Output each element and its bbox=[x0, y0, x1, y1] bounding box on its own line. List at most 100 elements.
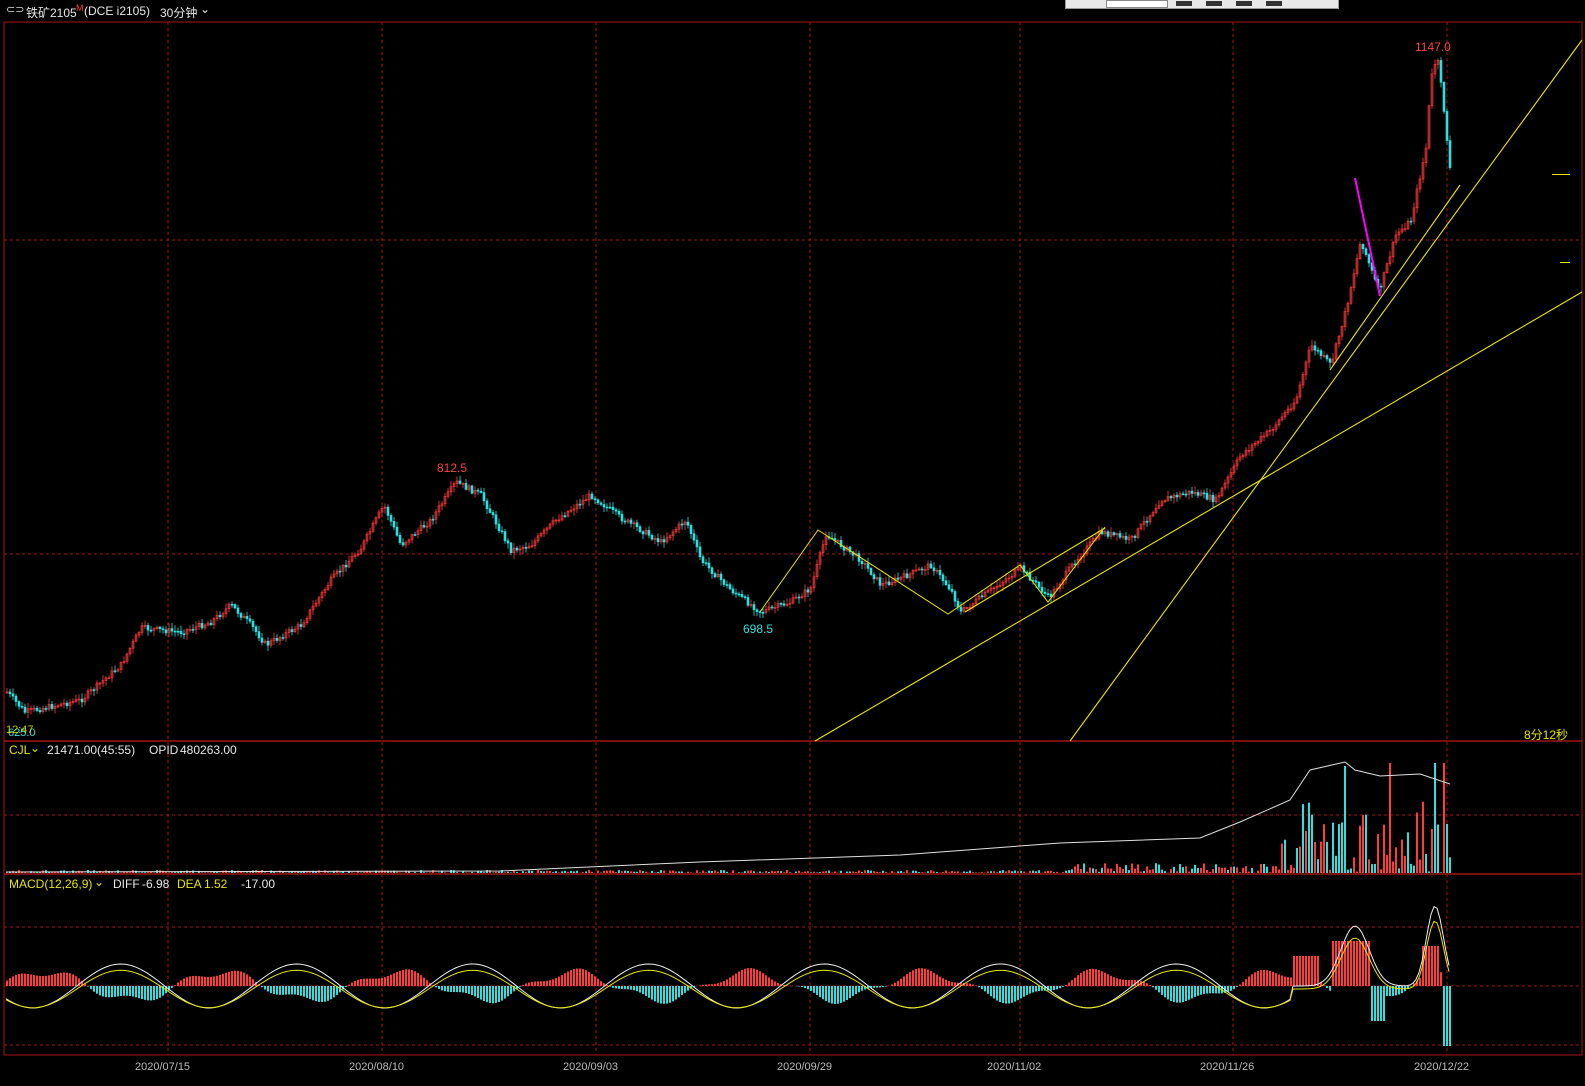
chart-link-icon[interactable]: ⊂⊃ bbox=[6, 4, 25, 16]
volume-bar bbox=[294, 871, 296, 873]
exchange-code: (DCE i2105) bbox=[84, 4, 151, 18]
toolbox-tool-1-icon[interactable] bbox=[1176, 1, 1192, 6]
candle-body bbox=[635, 522, 639, 528]
macd-histogram-bar bbox=[1098, 970, 1100, 986]
candle-body bbox=[1169, 496, 1173, 499]
volume-bar bbox=[804, 871, 806, 873]
macd-histogram-bar bbox=[1275, 973, 1277, 986]
volume-bar bbox=[1176, 871, 1178, 873]
macd-histogram-bar bbox=[654, 986, 656, 1002]
macd-histogram-bar bbox=[1119, 979, 1121, 986]
curve-support-trendline[interactable] bbox=[1329, 184, 1461, 371]
macd-histogram-bar bbox=[879, 986, 881, 988]
volume-bar bbox=[783, 872, 785, 873]
macd-histogram-bar bbox=[705, 984, 707, 986]
channel-line[interactable] bbox=[964, 527, 1106, 613]
macd-histogram-bar bbox=[1389, 986, 1391, 997]
drawing-toolbox[interactable] bbox=[1065, 0, 1339, 9]
diff-label: DIFF bbox=[113, 877, 140, 891]
volume-bar bbox=[1101, 867, 1103, 873]
macd-histogram-bar bbox=[1422, 946, 1424, 986]
macd-histogram-bar bbox=[660, 986, 662, 1004]
volume-bar bbox=[1359, 825, 1361, 873]
candle-body bbox=[11, 693, 15, 697]
candle-body bbox=[176, 630, 180, 633]
instrument-name[interactable]: 铁矿2105 bbox=[26, 6, 77, 20]
toolbox-tool-4-icon[interactable] bbox=[1266, 1, 1282, 6]
macd-histogram-bar bbox=[1416, 980, 1418, 986]
volume-bar bbox=[612, 870, 614, 873]
toolbox-tool-2-icon[interactable] bbox=[1206, 1, 1222, 6]
macd-indicator-name[interactable]: MACD(12,26,9) bbox=[9, 877, 93, 891]
macd-histogram-bar bbox=[756, 969, 758, 986]
macd-histogram-bar bbox=[1440, 972, 1442, 986]
volume-bar bbox=[1323, 824, 1325, 873]
candle-body bbox=[785, 603, 789, 606]
candle-body bbox=[749, 604, 753, 606]
candle-body bbox=[80, 698, 84, 703]
macd-histogram-bar bbox=[153, 986, 155, 1001]
macd-value: -17.00 bbox=[241, 877, 276, 891]
candle-body bbox=[1001, 581, 1005, 586]
macd-histogram-bar bbox=[969, 983, 971, 986]
volume-indicator-name[interactable]: CJL bbox=[9, 743, 31, 757]
macd-histogram-bar bbox=[171, 986, 173, 988]
volume-bar bbox=[1446, 823, 1448, 873]
macd-histogram-bar bbox=[6, 980, 8, 986]
macd-histogram-bar bbox=[549, 980, 551, 986]
candle-body bbox=[119, 662, 123, 670]
zigzag-wave-line[interactable] bbox=[759, 526, 1106, 615]
candle-body bbox=[1361, 244, 1365, 250]
volume-bar bbox=[477, 870, 479, 873]
macd-histogram-bar bbox=[180, 980, 182, 986]
volume-bar bbox=[456, 872, 458, 873]
volume-bar bbox=[1449, 857, 1451, 873]
candle-body bbox=[503, 531, 507, 542]
macd-histogram-bar bbox=[858, 986, 860, 993]
candle-body bbox=[1430, 73, 1434, 107]
candle-body bbox=[200, 623, 204, 629]
macd-histogram-bar bbox=[831, 986, 833, 1004]
candle-body bbox=[86, 690, 90, 699]
volume-bar bbox=[603, 870, 605, 873]
macd-histogram-bar bbox=[750, 968, 752, 986]
toolbox-tool-3-icon[interactable] bbox=[1236, 1, 1252, 6]
volume-bar bbox=[624, 870, 626, 873]
macd-histogram-bar bbox=[726, 979, 728, 986]
magenta-annotation-line[interactable] bbox=[1354, 177, 1381, 297]
candle-body bbox=[815, 563, 819, 578]
volume-bar bbox=[1320, 841, 1322, 873]
steep-trendline[interactable] bbox=[1069, 39, 1583, 742]
macd-histogram-bar bbox=[1299, 956, 1301, 986]
macd-histogram-bar bbox=[543, 981, 545, 986]
period-selector[interactable]: 30分钟 bbox=[160, 6, 198, 20]
trendlines[interactable] bbox=[759, 39, 1583, 742]
macd-histogram-bar bbox=[516, 986, 518, 989]
long-trendline[interactable] bbox=[814, 291, 1583, 742]
macd-histogram-bar bbox=[1233, 986, 1235, 990]
chevron-down-icon[interactable]: ⌄ bbox=[94, 875, 105, 889]
macd-histogram-bar bbox=[588, 971, 590, 986]
candle-body bbox=[191, 629, 195, 631]
candle-body bbox=[884, 581, 888, 584]
toolbox-input[interactable] bbox=[1106, 0, 1168, 8]
macd-histogram-bar bbox=[225, 972, 227, 986]
candle-body bbox=[647, 530, 651, 536]
candle-body bbox=[65, 702, 69, 707]
macd-histogram-bar bbox=[870, 986, 872, 989]
macd-histogram-bar bbox=[1272, 971, 1274, 986]
chevron-down-icon[interactable]: ⌄ bbox=[30, 741, 41, 755]
candle-body bbox=[563, 515, 567, 518]
macd-histogram-bar bbox=[612, 986, 614, 988]
macd-histogram-bar bbox=[177, 982, 179, 986]
volume-bar bbox=[627, 870, 629, 873]
macd-histogram-bar bbox=[1002, 986, 1004, 1004]
macd-histogram-bar bbox=[27, 973, 29, 986]
candle-body bbox=[20, 705, 24, 708]
candle-body bbox=[605, 506, 609, 509]
candle-body bbox=[173, 630, 177, 633]
macd-histogram-bar bbox=[1101, 971, 1103, 986]
chevron-down-icon[interactable]: ⌄ bbox=[200, 2, 211, 16]
candle-body bbox=[680, 523, 684, 526]
